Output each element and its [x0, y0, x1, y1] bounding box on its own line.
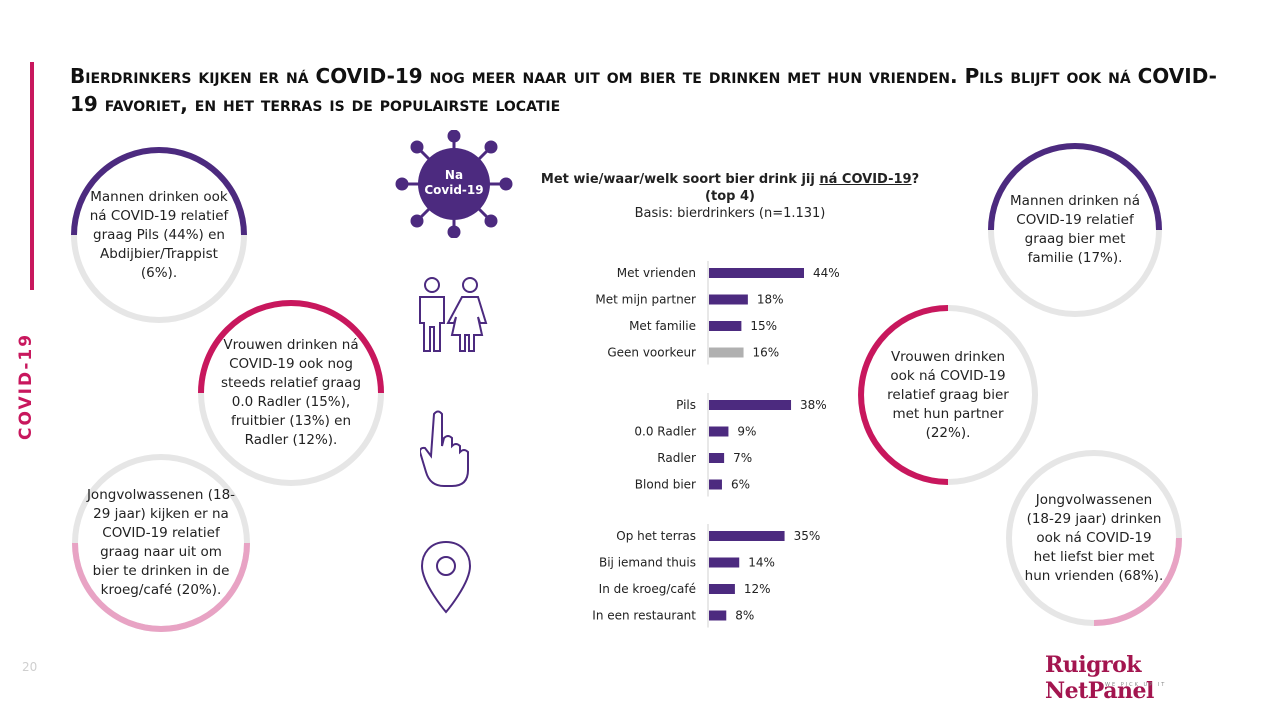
bar — [709, 479, 722, 490]
data-label: 15% — [750, 319, 777, 333]
bar — [709, 347, 744, 358]
location-pin-icon — [420, 540, 472, 614]
category-label: Pils — [676, 398, 696, 412]
data-label: 7% — [733, 451, 752, 465]
bar — [709, 610, 727, 621]
bar — [709, 294, 748, 305]
logo-text: Ruigrok NetPanel — [1045, 652, 1154, 704]
bubble-ring — [72, 454, 250, 632]
chart-question-post: ? — [911, 172, 920, 187]
bubble-text: Jongvolwassenen (18-29 jaar) kijken er n… — [86, 487, 236, 598]
logo-tagline: WE PICK UP IT — [1105, 682, 1167, 688]
insight-bubble-women-left: Vrouwen drinken ná COVID-19 ook nog stee… — [193, 298, 389, 488]
page-number: 20 — [22, 660, 38, 674]
chart-question: Met wie/waar/welk soort bier drink jij n… — [470, 171, 990, 188]
page-title: Bierdrinkers kijken er ná COVID-19 nog m… — [70, 64, 1217, 116]
data-label: 38% — [800, 398, 827, 412]
chart-basis: Basis: bierdrinkers (n=1.131) — [634, 206, 826, 221]
bar — [709, 426, 729, 437]
virus-label-line1: Na — [445, 168, 463, 182]
data-label: 18% — [757, 293, 784, 307]
bar — [709, 321, 742, 331]
bubble-text: Mannen drinken ook ná COVID-19 relatief … — [89, 188, 229, 281]
insight-bubble-women-right: Vrouwen drinken ook ná COVID-19 relatief… — [855, 302, 1041, 488]
category-label: Met mijn partner — [595, 293, 696, 307]
data-label: 44% — [813, 266, 840, 280]
data-label: 16% — [753, 346, 780, 360]
bubble-ring — [1006, 450, 1182, 626]
category-label: Bij iemand thuis — [599, 556, 696, 570]
category-label: Met vrienden — [617, 266, 696, 280]
bar — [709, 400, 792, 410]
bubble-text: Jongvolwassenen (18-29 jaar) drinken ook… — [1024, 491, 1164, 584]
category-label: In de kroeg/café — [599, 582, 696, 596]
insight-bubble-men-right: Mannen drinken ná COVID-19 relatief graa… — [985, 140, 1165, 320]
pointing-hand-icon — [420, 410, 469, 487]
bubble-ring — [988, 143, 1162, 317]
bubble-text: Vrouwen drinken ná COVID-19 ook nog stee… — [220, 337, 362, 448]
data-label: 14% — [748, 556, 775, 570]
bubble-ring — [858, 305, 1038, 485]
data-label: 35% — [794, 529, 821, 543]
data-label: 12% — [744, 582, 771, 596]
bar — [709, 531, 785, 541]
bar — [709, 584, 735, 594]
category-label: Geen voorkeur — [607, 346, 696, 360]
category-label: Radler — [657, 451, 696, 465]
bubble-ring — [198, 300, 384, 486]
insight-bubble-young-left: Jongvolwassenen (18-29 jaar) kijken er n… — [68, 452, 254, 634]
insight-bubble-young-right: Jongvolwassenen (18-29 jaar) drinken ook… — [1000, 448, 1188, 628]
bubble-text: Vrouwen drinken ook ná COVID-19 relatief… — [887, 348, 1009, 441]
bubble-text: Mannen drinken ná COVID-19 relatief graa… — [1010, 193, 1140, 266]
chart-question-underlined: ná COVID-19 — [819, 172, 912, 187]
virus-label-line2: Covid-19 — [424, 183, 483, 197]
category-label: In een restaurant — [592, 609, 696, 623]
category-label: Blond bier — [635, 478, 696, 492]
insight-bubble-men-left: Mannen drinken ook ná COVID-19 relatief … — [68, 145, 250, 325]
category-label: Met familie — [629, 319, 696, 333]
category-label: Op het terras — [616, 529, 696, 543]
data-label: 6% — [731, 478, 750, 492]
chart-title: Met wie/waar/welk soort bier drink jij n… — [470, 171, 990, 222]
category-label: 0.0 Radler — [634, 425, 696, 439]
data-label: 8% — [735, 609, 754, 623]
bar — [709, 557, 740, 568]
virus-icon: Na Covid-19 — [395, 130, 513, 238]
people-icon — [419, 277, 488, 352]
data-label: 9% — [737, 425, 756, 439]
bubble-ring — [71, 147, 247, 323]
side-accent-rule — [30, 62, 34, 290]
bar — [709, 268, 804, 278]
bar — [709, 453, 725, 463]
brand-logo: Ruigrok NetPanel WE PICK UP IT — [1045, 652, 1205, 704]
chart-question-pre: Met wie/waar/welk soort bier drink jij — [540, 172, 820, 187]
chart-subtitle: (top 4) — [705, 189, 755, 204]
